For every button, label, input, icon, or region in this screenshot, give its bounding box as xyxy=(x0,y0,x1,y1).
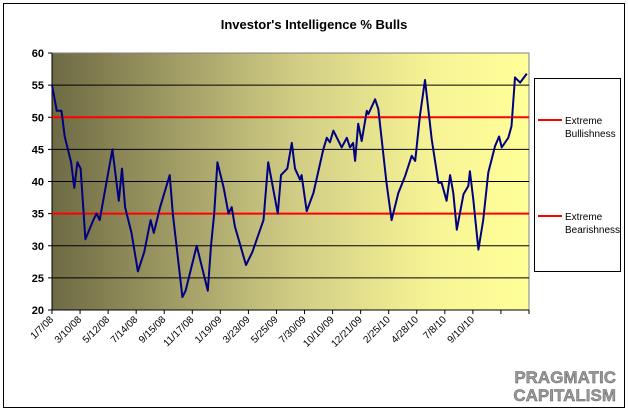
legend xyxy=(534,78,621,272)
legend-label-bullishness-1: Extreme xyxy=(565,116,603,127)
y-tick-label: 55 xyxy=(32,80,44,92)
legend-label-bearishness-1: Extreme xyxy=(565,212,603,223)
y-tick-label: 45 xyxy=(32,144,44,156)
y-tick-label: 20 xyxy=(32,305,44,317)
watermark-line-1: PRAGMATIC xyxy=(514,368,616,387)
y-tick-label: 25 xyxy=(32,273,44,285)
legend-label-bullishness-2: Bullishness xyxy=(565,129,616,140)
y-tick-label: 50 xyxy=(32,112,44,124)
y-tick-label: 40 xyxy=(32,177,44,189)
y-tick-label: 60 xyxy=(32,48,44,60)
y-tick-label: 35 xyxy=(32,209,44,221)
watermark-line-2: CAPITALISM xyxy=(513,386,616,405)
legend-label-bearishness-2: Bearishness xyxy=(565,225,620,236)
legend-entry-bearishness: Extreme Bearishness xyxy=(538,212,620,236)
legend-entry-bullishness: Extreme Bullishness xyxy=(538,116,616,140)
y-tick-label: 30 xyxy=(32,241,44,253)
watermark-logo: PRAGMATIC CAPITALISM xyxy=(513,368,616,405)
bulls-series-line xyxy=(51,73,528,299)
chart-title: Investor's Intelligence % Bulls xyxy=(221,17,408,32)
